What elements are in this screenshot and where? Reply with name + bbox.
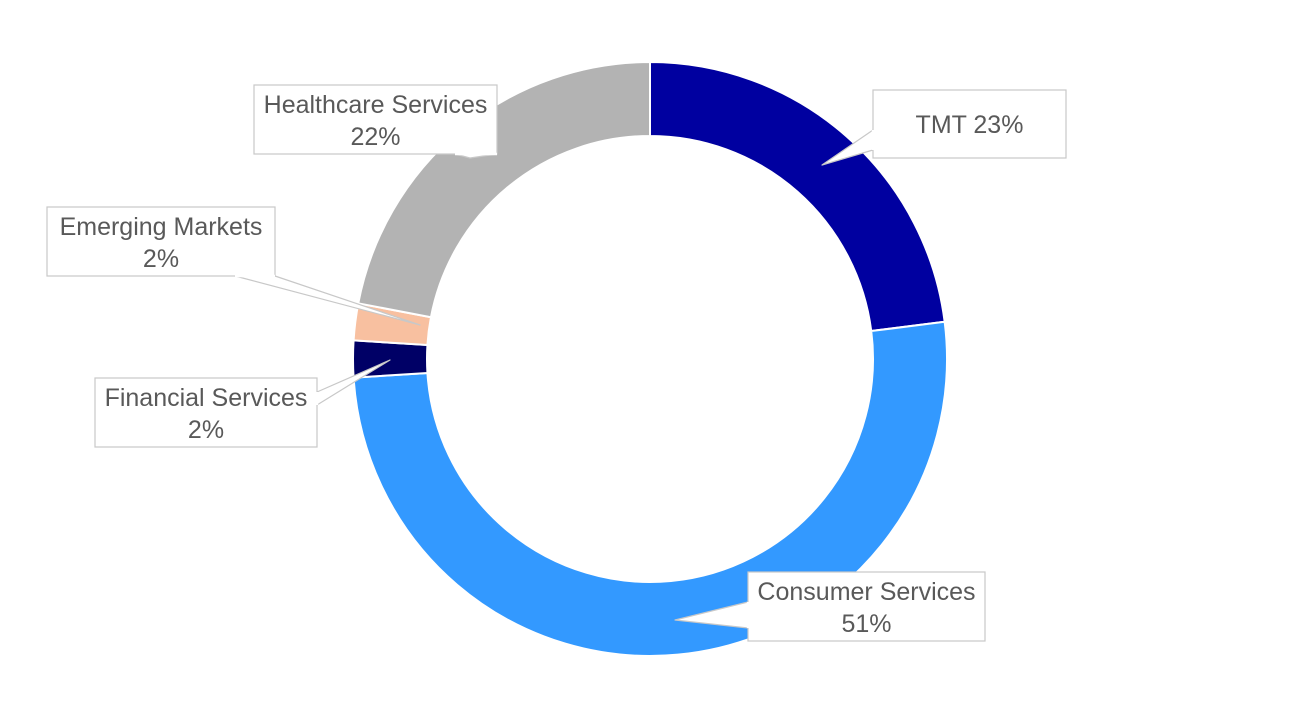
callout-category: Financial Services (105, 384, 308, 412)
callout-label: TMT 23% (916, 111, 1024, 139)
callout-consumer-services: Consumer Services 51% (674, 571, 986, 642)
callout-healthcare-services: Healthcare Services 22% (253, 84, 498, 159)
callout-box (94, 377, 318, 448)
callout-category: Healthcare Services (264, 91, 488, 119)
callout-category: Consumer Services (757, 578, 975, 606)
callout-value: 2% (143, 245, 179, 273)
callout-box (747, 571, 986, 642)
callout-value: 2% (188, 416, 224, 444)
callout-category: Emerging Markets (60, 213, 263, 241)
data-label-callouts: TMT 23% Consumer Services 51% Financial Ser… (46, 84, 1067, 642)
callout-financial-services: Financial Services 2% (94, 359, 391, 448)
slice-healthcare-services[interactable] (357, 60, 651, 319)
callout-box (253, 84, 498, 155)
callout-value: 51% (841, 610, 891, 638)
callout-tmt: TMT 23% (821, 89, 1067, 166)
callout-value: 22% (350, 123, 400, 151)
callout-emerging-markets: Emerging Markets 2% (46, 206, 421, 326)
callout-box (46, 206, 276, 277)
callout-box (872, 89, 1067, 159)
